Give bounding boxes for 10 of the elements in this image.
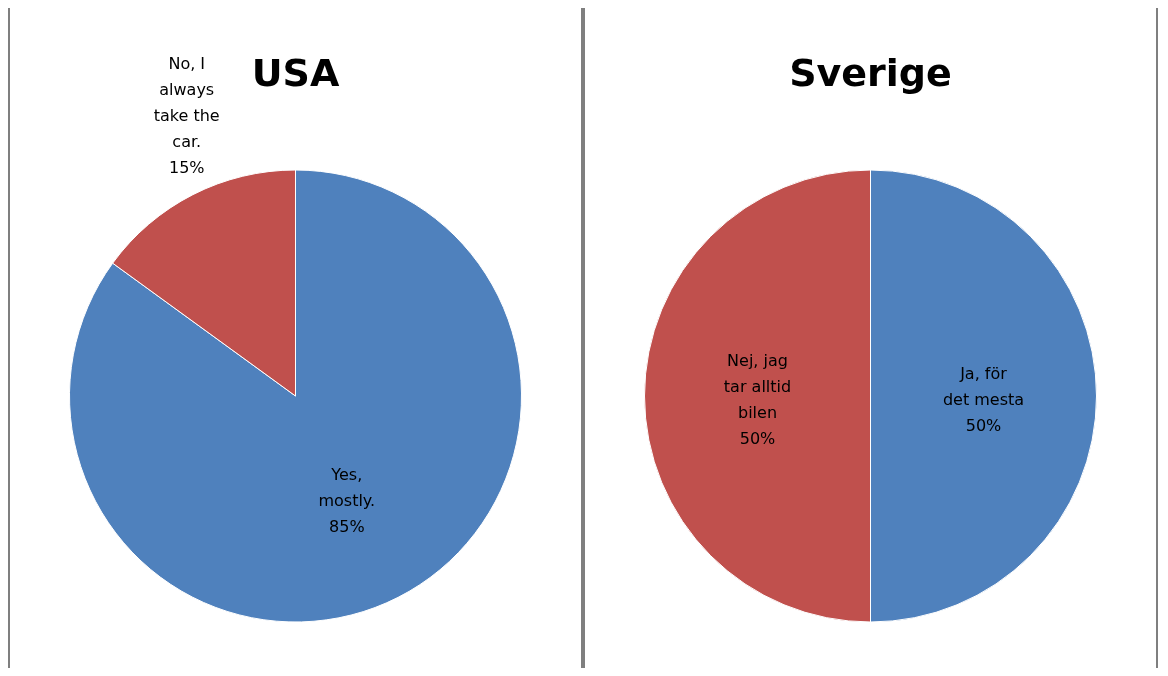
slice-label: Ja, för det mesta <box>942 364 1025 409</box>
chart-title: USA <box>251 51 340 95</box>
slice-label: No, I always take the car. <box>153 53 220 151</box>
slice-label: Nej, jag tar alltid bilen <box>723 351 792 422</box>
data-label: 50% <box>965 416 1002 435</box>
data-label: 50% <box>739 429 776 448</box>
chart-title: Sverige <box>789 51 952 95</box>
data-label: 15% <box>168 157 205 177</box>
data-label: 85% <box>329 516 365 536</box>
slice-label: Yes, mostly. <box>318 464 376 510</box>
